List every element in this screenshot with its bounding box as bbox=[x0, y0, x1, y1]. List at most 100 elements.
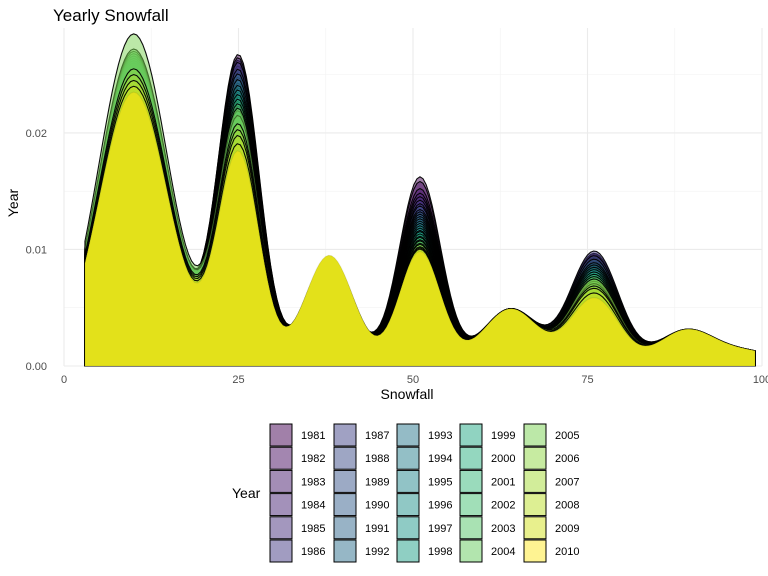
legend-label-2000: 2000 bbox=[491, 453, 515, 465]
legend-key-2007 bbox=[523, 469, 547, 493]
legend-key-1994 bbox=[396, 446, 420, 470]
legend-item-1983: 1983 bbox=[269, 469, 325, 493]
legend-key-2009 bbox=[523, 516, 547, 540]
legend-label-2004: 2004 bbox=[491, 546, 515, 558]
legend-item-2010: 2010 bbox=[523, 539, 579, 563]
legend-key-1990 bbox=[333, 493, 357, 517]
legend-key-2004 bbox=[459, 539, 483, 563]
legend-item-2000: 2000 bbox=[459, 446, 515, 470]
x-tick-label: 25 bbox=[232, 374, 244, 386]
legend-key-1987 bbox=[333, 423, 357, 447]
legend-label-2003: 2003 bbox=[491, 523, 515, 535]
legend-item-1986: 1986 bbox=[269, 539, 325, 563]
legend-label-2002: 2002 bbox=[491, 500, 515, 512]
legend-key-1983 bbox=[269, 469, 293, 493]
legend-key-1995 bbox=[396, 469, 420, 493]
legend-item-1984: 1984 bbox=[269, 493, 325, 517]
legend-label-1994: 1994 bbox=[428, 453, 452, 465]
chart-title: Yearly Snowfall bbox=[53, 6, 169, 25]
legend-item-2008: 2008 bbox=[523, 493, 579, 517]
legend-label-1996: 1996 bbox=[428, 500, 452, 512]
legend-key-1982 bbox=[269, 446, 293, 470]
legend-label-1992: 1992 bbox=[365, 546, 389, 558]
legend-key-2005 bbox=[523, 423, 547, 447]
legend-label-2008: 2008 bbox=[555, 500, 579, 512]
legend-label-1995: 1995 bbox=[428, 476, 452, 488]
legend-label-1990: 1990 bbox=[365, 500, 389, 512]
legend-label-1989: 1989 bbox=[365, 476, 389, 488]
legend-key-2008 bbox=[523, 493, 547, 517]
legend-label-2001: 2001 bbox=[491, 476, 515, 488]
legend-item-1990: 1990 bbox=[333, 493, 389, 517]
legend-item-2004: 2004 bbox=[459, 539, 515, 563]
legend-key-2001 bbox=[459, 469, 483, 493]
legend-item-1985: 1985 bbox=[269, 516, 325, 540]
legend-label-1999: 1999 bbox=[491, 430, 515, 442]
density-area-2010 bbox=[84, 91, 756, 367]
legend-key-1997 bbox=[396, 516, 420, 540]
legend-item-1997: 1997 bbox=[396, 516, 452, 540]
legend-item-2009: 2009 bbox=[523, 516, 579, 540]
legend-key-1998 bbox=[396, 539, 420, 563]
legend-key-1992 bbox=[333, 539, 357, 563]
y-tick-label: 0.01 bbox=[26, 244, 47, 256]
legend-item-2007: 2007 bbox=[523, 469, 579, 493]
x-tick-label: 0 bbox=[61, 374, 67, 386]
legend-label-1986: 1986 bbox=[301, 546, 325, 558]
legend-key-1991 bbox=[333, 516, 357, 540]
legend-key-1981 bbox=[269, 423, 293, 447]
legend-key-1999 bbox=[459, 423, 483, 447]
legend-label-1981: 1981 bbox=[301, 430, 325, 442]
legend-key-2002 bbox=[459, 493, 483, 517]
legend-label-2005: 2005 bbox=[555, 430, 579, 442]
legend-label-1983: 1983 bbox=[301, 476, 325, 488]
legend-label-1998: 1998 bbox=[428, 546, 452, 558]
x-tick-label: 100 bbox=[753, 374, 768, 386]
x-tick-label: 50 bbox=[407, 374, 419, 386]
legend-key-1989 bbox=[333, 469, 357, 493]
y-tick-label: 0.02 bbox=[26, 128, 47, 140]
legend-item-2005: 2005 bbox=[523, 423, 579, 447]
legend-item-2001: 2001 bbox=[459, 469, 515, 493]
legend-label-1982: 1982 bbox=[301, 453, 325, 465]
legend-title: Year bbox=[232, 485, 261, 501]
legend-label-2009: 2009 bbox=[555, 523, 579, 535]
legend-key-1996 bbox=[396, 493, 420, 517]
legend-item-2003: 2003 bbox=[459, 516, 515, 540]
legend-item-1998: 1998 bbox=[396, 539, 452, 563]
legend-item-1992: 1992 bbox=[333, 539, 389, 563]
legend-item-1995: 1995 bbox=[396, 469, 452, 493]
legend-item-1988: 1988 bbox=[333, 446, 389, 470]
x-tick-label: 75 bbox=[581, 374, 593, 386]
legend-item-1982: 1982 bbox=[269, 446, 325, 470]
legend-label-1991: 1991 bbox=[365, 523, 389, 535]
legend-label-1987: 1987 bbox=[365, 430, 389, 442]
legend-key-2000 bbox=[459, 446, 483, 470]
legend-label-1985: 1985 bbox=[301, 523, 325, 535]
legend-item-1987: 1987 bbox=[333, 423, 389, 447]
legend: Year 1981 1982 1983 1984 1985 1986 1987 1988 198… bbox=[232, 423, 579, 563]
legend-key-1984 bbox=[269, 493, 293, 517]
legend-key-2006 bbox=[523, 446, 547, 470]
legend-label-1993: 1993 bbox=[428, 430, 452, 442]
legend-key-1988 bbox=[333, 446, 357, 470]
legend-item-1993: 1993 bbox=[396, 423, 452, 447]
legend-item-2002: 2002 bbox=[459, 493, 515, 517]
legend-key-1993 bbox=[396, 423, 420, 447]
legend-item-2006: 2006 bbox=[523, 446, 579, 470]
legend-item-1996: 1996 bbox=[396, 493, 452, 517]
legend-label-2006: 2006 bbox=[555, 453, 579, 465]
legend-item-1989: 1989 bbox=[333, 469, 389, 493]
legend-key-1986 bbox=[269, 539, 293, 563]
legend-item-1981: 1981 bbox=[269, 423, 325, 447]
legend-key-2010 bbox=[523, 539, 547, 563]
legend-label-2007: 2007 bbox=[555, 476, 579, 488]
y-tick-label: 0.00 bbox=[26, 361, 47, 373]
x-axis-title: Snowfall bbox=[381, 386, 434, 402]
legend-item-1994: 1994 bbox=[396, 446, 452, 470]
series-layer bbox=[84, 33, 756, 367]
legend-label-1988: 1988 bbox=[365, 453, 389, 465]
legend-label-1997: 1997 bbox=[428, 523, 452, 535]
